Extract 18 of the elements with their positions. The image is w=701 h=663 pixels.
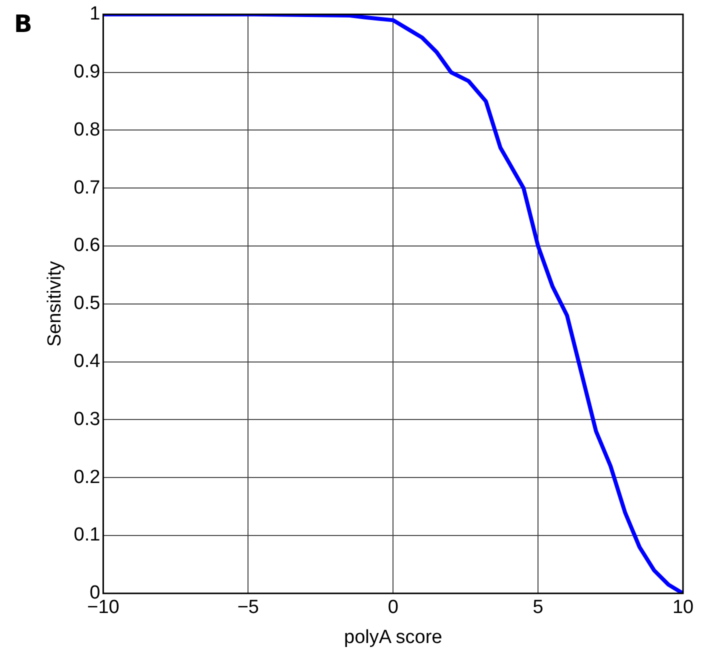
- y-tick-label: 0.1: [74, 524, 100, 546]
- chart-title: B: [14, 10, 32, 38]
- y-tick-label: 0.3: [74, 408, 100, 430]
- x-tick-label: −5: [237, 597, 259, 618]
- x-tick-label: 10: [672, 597, 694, 618]
- y-tick-label: 1: [90, 4, 100, 25]
- y-tick-label: 0: [90, 582, 100, 604]
- y-tick-label: 0.8: [74, 119, 100, 140]
- y-tick-label: 0.7: [74, 177, 100, 198]
- x-tick-label: 5: [532, 597, 544, 618]
- y-tick-label: 0.4: [74, 351, 101, 372]
- y-tick-label: 0.6: [74, 235, 100, 256]
- y-tick-label: 0.2: [74, 466, 100, 488]
- y-axis-title: Sensitivity: [44, 260, 66, 347]
- x-axis-title: polyA score: [344, 626, 442, 648]
- y-tick-label: 0.9: [74, 62, 100, 83]
- y-tick-label: 0.5: [74, 293, 100, 314]
- x-tick-label: 0: [388, 597, 398, 618]
